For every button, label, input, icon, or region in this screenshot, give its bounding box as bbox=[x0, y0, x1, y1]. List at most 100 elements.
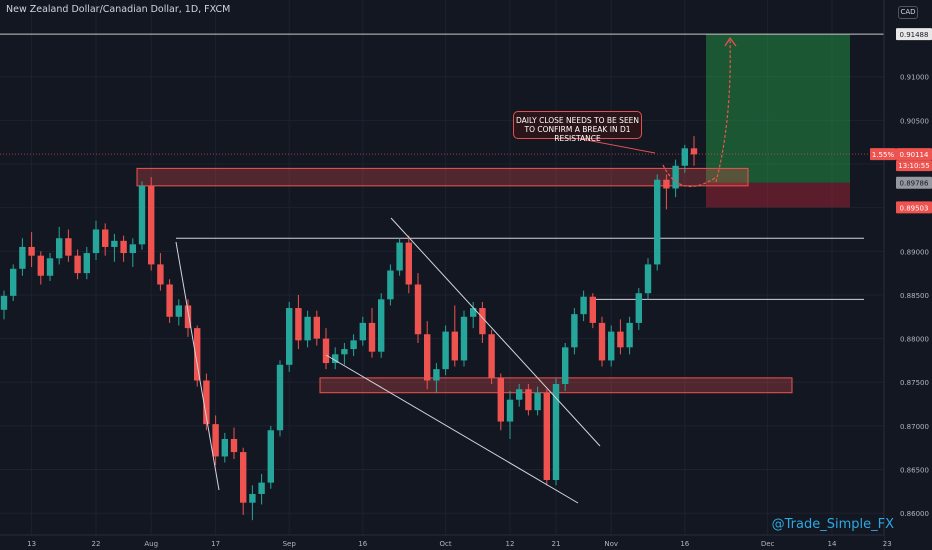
candle-body bbox=[626, 322, 633, 348]
candle-body bbox=[10, 268, 17, 296]
projection-curve-1 bbox=[662, 164, 716, 187]
candle-body bbox=[405, 242, 412, 285]
candle-body bbox=[414, 284, 422, 335]
price-label: 0.89503 bbox=[900, 204, 929, 212]
candle-body bbox=[56, 238, 63, 259]
candle-body bbox=[286, 308, 293, 365]
candle-body bbox=[396, 242, 403, 271]
candle-body bbox=[368, 322, 376, 352]
candle-body bbox=[37, 255, 44, 276]
price-label-bg bbox=[896, 201, 932, 214]
price-tick-label: 0.89000 bbox=[900, 248, 929, 256]
candle-body bbox=[65, 238, 72, 256]
price-tick-label: 0.88000 bbox=[900, 336, 929, 344]
candle-body bbox=[442, 331, 449, 370]
candle-body bbox=[0, 295, 8, 310]
candle-body bbox=[433, 369, 440, 381]
candle-body bbox=[516, 389, 523, 400]
time-tick-label: Sep bbox=[283, 540, 297, 548]
candle-body bbox=[451, 331, 458, 361]
candle-body bbox=[212, 424, 219, 457]
candle-body bbox=[230, 438, 238, 453]
change-label-bg bbox=[870, 148, 896, 161]
candle-body bbox=[635, 293, 642, 323]
candle-body bbox=[359, 322, 366, 341]
change-label: 1.55% bbox=[872, 151, 895, 159]
candle-body bbox=[617, 331, 624, 348]
price-tick-label: 0.87000 bbox=[900, 423, 929, 431]
candle-body bbox=[332, 354, 339, 364]
time-tick-label: 21 bbox=[552, 540, 561, 548]
candle-body bbox=[681, 148, 688, 166]
candle-body bbox=[488, 334, 495, 378]
candle-body bbox=[663, 179, 670, 189]
price-tick-label: 0.88500 bbox=[900, 292, 929, 300]
candle-body bbox=[313, 316, 320, 339]
price-label: 0.90114 bbox=[900, 151, 929, 159]
loss-zone bbox=[706, 182, 850, 208]
candle-body bbox=[102, 229, 109, 247]
time-tick-label: 23 bbox=[883, 540, 892, 548]
candle-body bbox=[19, 246, 26, 269]
time-tick-label: 14 bbox=[828, 540, 837, 548]
candle-body bbox=[92, 229, 100, 254]
candle-body bbox=[543, 392, 550, 481]
candle-body bbox=[341, 349, 348, 355]
candle-body bbox=[184, 305, 192, 329]
candle-body bbox=[378, 299, 385, 352]
candle-body bbox=[249, 493, 256, 503]
profit-zone bbox=[706, 34, 850, 183]
time-tick-label: Oct bbox=[440, 540, 452, 548]
time-tick-label: 13 bbox=[27, 540, 36, 548]
time-tick-label: 17 bbox=[211, 540, 220, 548]
candle-body bbox=[221, 438, 228, 457]
candle-body bbox=[479, 308, 486, 335]
candle-body bbox=[129, 244, 136, 254]
candle-body bbox=[295, 308, 302, 341]
trendline bbox=[390, 217, 601, 447]
projection-arrowhead bbox=[724, 36, 737, 47]
candle-body bbox=[166, 284, 173, 317]
candle-body bbox=[654, 179, 661, 265]
countdown-label: 13:10:55 bbox=[898, 162, 929, 170]
candle-body bbox=[28, 246, 35, 256]
watermark: @Trade_Simple_FX bbox=[771, 517, 894, 532]
price-tick-label: 0.90500 bbox=[900, 117, 929, 125]
candle-body bbox=[74, 255, 81, 274]
price-tick-label: 0.87500 bbox=[900, 379, 929, 387]
candle-body bbox=[571, 314, 578, 348]
candle-body bbox=[148, 185, 155, 265]
candle-body bbox=[534, 392, 541, 411]
projection-curve-2 bbox=[715, 39, 731, 183]
time-tick-label: 16 bbox=[358, 540, 367, 548]
candle-body bbox=[350, 340, 357, 350]
resistance-zone bbox=[136, 167, 749, 187]
annotation-note: DAILY CLOSE NEEDS TO BE SEEN TO CONFIRM … bbox=[513, 111, 642, 143]
price-label-bg bbox=[896, 28, 932, 41]
candles bbox=[0, 136, 698, 521]
candle-body bbox=[506, 399, 514, 422]
candle-body bbox=[525, 389, 532, 411]
price-axis[interactable]: 0.910000.905000.900000.895000.890000.885… bbox=[870, 0, 932, 550]
candle-body bbox=[598, 322, 606, 361]
price-label: 0.91488 bbox=[900, 31, 929, 39]
candle-body bbox=[157, 264, 164, 285]
price-label-bg bbox=[896, 176, 932, 189]
time-tick-label: 16 bbox=[680, 540, 689, 548]
candle-body bbox=[552, 383, 560, 481]
candle-body bbox=[322, 338, 330, 364]
price-label: 0.89786 bbox=[900, 180, 929, 188]
candle-body bbox=[690, 148, 698, 155]
candle-body bbox=[46, 258, 54, 276]
time-axis-bg bbox=[0, 535, 884, 550]
note-connector bbox=[575, 137, 656, 154]
candle-body bbox=[258, 482, 265, 494]
candle-body bbox=[580, 296, 587, 315]
candle-body bbox=[644, 264, 652, 294]
price-axis-bg bbox=[884, 0, 932, 550]
currency-badge[interactable]: CAD bbox=[898, 6, 918, 19]
candle-body bbox=[138, 185, 146, 245]
time-axis[interactable]: 13 22 Aug 17 Sep 16 Oct 12 21 Nov 16 Dec 14 23 bbox=[0, 534, 892, 550]
price-label-bg bbox=[896, 148, 932, 161]
